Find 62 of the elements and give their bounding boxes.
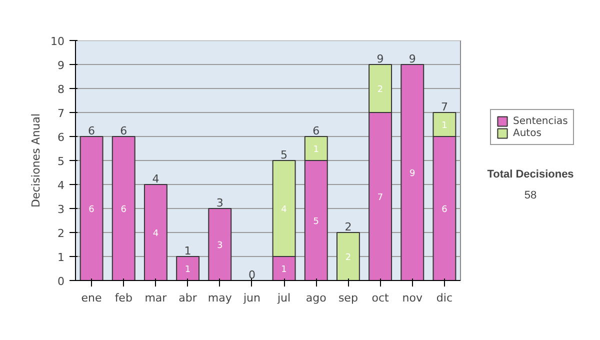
total-label: 9	[408, 52, 416, 66]
y-tick-label: 0	[58, 275, 64, 288]
bar	[80, 136, 104, 280]
y-tick-label: 8	[58, 83, 64, 96]
data-label: 1	[442, 121, 448, 131]
bar	[336, 232, 360, 280]
x-tick-label: dic	[436, 292, 453, 304]
total-label: 5	[280, 148, 288, 162]
x-tick-label: ene	[81, 292, 102, 304]
data-label: 2	[377, 85, 384, 95]
data-label: 1	[281, 265, 287, 275]
x-tick-label: sep	[338, 292, 358, 304]
y-tick-label: 7	[58, 107, 64, 120]
y-tick-label: 3	[58, 203, 64, 216]
y-tick-label: 10	[50, 35, 65, 48]
x-tick-label: mar	[144, 292, 168, 304]
y-axis-title: Decisiones Anual	[30, 113, 43, 208]
x-tick-label: feb	[114, 292, 132, 304]
data-label: 7	[377, 193, 384, 203]
data-label: 6	[120, 205, 127, 215]
y-tick-label: 6	[58, 131, 64, 144]
bar	[208, 208, 232, 280]
data-label: 4	[281, 205, 288, 215]
data-label: 2	[345, 253, 352, 263]
bar	[400, 64, 424, 280]
total-label: 2	[344, 220, 352, 234]
text: 58	[524, 190, 537, 202]
y-tick-label: 4	[58, 179, 64, 192]
x-tick-label: may	[208, 292, 232, 304]
y-tick-label: 1	[58, 251, 64, 264]
data-label: 5	[313, 217, 319, 227]
x-tick-label: abr	[178, 292, 198, 304]
total-label: 1	[184, 244, 192, 258]
total-label: 6	[120, 124, 128, 138]
data-label: 6	[442, 205, 448, 215]
bar	[144, 184, 168, 280]
bar	[112, 136, 136, 280]
total-label: 9	[376, 52, 384, 66]
x-tick-label: jun	[242, 292, 260, 304]
y-tick-label: 5	[58, 155, 64, 168]
x-tick-label: nov	[402, 292, 423, 304]
data-label: 1	[184, 265, 191, 275]
y-tick-label: 9	[58, 59, 64, 72]
y-tick-label: 2	[58, 227, 64, 240]
total-label: 4	[152, 172, 160, 186]
x-tick-label: ago	[306, 292, 327, 304]
bar	[176, 256, 200, 280]
data-label: 9	[410, 169, 416, 179]
data-label: 6	[88, 205, 95, 215]
total-label: 7	[440, 100, 448, 114]
data-label: 4	[152, 229, 159, 239]
total-label: 6	[88, 124, 96, 138]
data-label: 3	[217, 241, 223, 251]
legend-label: Autos	[513, 128, 542, 138]
total-label: 6	[312, 124, 320, 138]
text: Total Decisiones	[487, 168, 574, 180]
total-label: 3	[216, 196, 224, 210]
data-label: 1	[313, 145, 319, 155]
legend-label: Sentencias	[513, 116, 568, 126]
x-tick-label: oct	[372, 292, 390, 304]
x-tick-label: jul	[276, 292, 291, 304]
total-label: 0	[248, 268, 256, 282]
